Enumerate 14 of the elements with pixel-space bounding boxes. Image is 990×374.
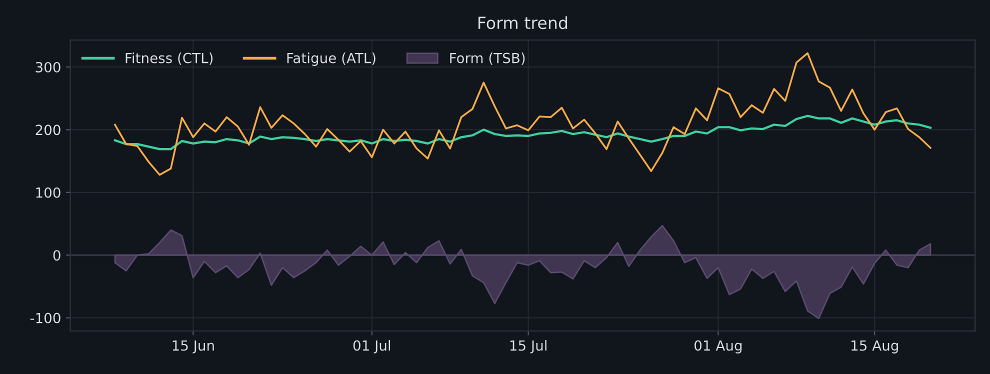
x-tick-label: 15 Jul	[510, 340, 546, 354]
chart-title: Form trend	[478, 16, 568, 30]
x-tick-label: 15 Jun	[172, 340, 214, 354]
x-tick-label: 01 Jul	[353, 340, 390, 354]
y-tick-label: 0	[53, 250, 60, 261]
legend-label: Fitness (CTL)	[126, 52, 213, 65]
x-tick-label: 01 Aug	[694, 340, 742, 354]
legend-label: Form (TSB)	[450, 52, 525, 65]
y-tick-label: -100	[30, 312, 60, 324]
y-tick-label: 100	[36, 187, 60, 198]
y-tick-label: 200	[36, 124, 60, 136]
legend-label: Fatigue (ATL)	[287, 52, 376, 66]
x-tick-label: 15 Aug	[852, 340, 898, 354]
y-tick-label: 300	[36, 62, 60, 72]
